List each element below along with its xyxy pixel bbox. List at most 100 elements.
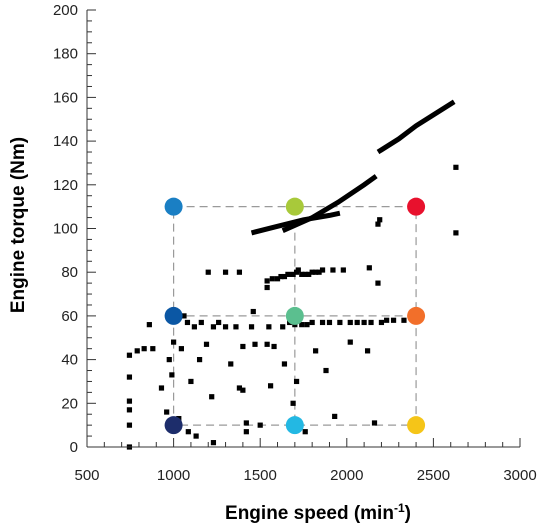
operating-point xyxy=(366,265,372,271)
x-axis-title-superscript: -1 xyxy=(394,501,405,515)
y-tick-label: 120 xyxy=(53,177,78,194)
operating-point xyxy=(196,357,203,363)
operating-point xyxy=(281,273,288,280)
operating-point xyxy=(222,324,229,330)
operating-curve-3 xyxy=(376,99,456,155)
test-point-marker xyxy=(285,197,304,216)
operating-point xyxy=(368,319,374,326)
operating-point xyxy=(326,319,333,326)
operating-point xyxy=(146,322,152,328)
operating-point xyxy=(316,269,322,275)
operating-point xyxy=(293,378,300,385)
operating-point xyxy=(453,230,459,236)
operating-point xyxy=(181,313,187,319)
y-tick-label: 40 xyxy=(61,352,78,369)
operating-point xyxy=(266,324,272,330)
operating-point xyxy=(264,278,270,284)
operating-point xyxy=(264,341,270,347)
operating-point xyxy=(210,440,217,446)
test-point-marker xyxy=(285,416,304,435)
operating-point xyxy=(188,378,194,385)
x-tick-label: 500 xyxy=(74,467,99,484)
y-tick-label: 140 xyxy=(53,133,78,150)
y-tick-label: 80 xyxy=(61,264,78,281)
operating-point xyxy=(285,271,291,277)
y-tick-label: 200 xyxy=(53,2,78,19)
x-tick-label: 1000 xyxy=(157,467,190,484)
operating-point xyxy=(306,271,312,277)
operating-point xyxy=(375,280,381,286)
test-point-marker xyxy=(164,306,183,325)
y-tick-label: 160 xyxy=(53,89,78,106)
operating-point xyxy=(236,385,243,391)
operating-point xyxy=(198,319,204,326)
operating-point xyxy=(134,348,140,354)
operating-point xyxy=(203,341,210,347)
operating-point xyxy=(364,348,371,354)
operating-point xyxy=(280,324,286,330)
operating-point xyxy=(313,348,319,354)
y-tick-label: 60 xyxy=(61,308,78,325)
x-tick-label: 2000 xyxy=(330,467,363,484)
operating-point xyxy=(250,308,256,315)
operating-point xyxy=(150,346,156,352)
y-axis-title: Engine torque (Nm) xyxy=(8,137,29,313)
y-tick-label: 180 xyxy=(53,46,78,63)
operating-point xyxy=(378,319,385,326)
operating-point xyxy=(210,324,217,330)
operating-point xyxy=(158,385,165,391)
operating-point xyxy=(248,324,255,330)
operating-point xyxy=(302,271,308,277)
operating-point xyxy=(453,164,459,170)
operating-point xyxy=(340,267,346,273)
test-point-marker xyxy=(164,197,183,216)
test-point-marker xyxy=(407,306,426,325)
x-tick-label: 1500 xyxy=(244,467,277,484)
operating-point xyxy=(309,319,315,326)
x-axis-title: Engine speed (min-1) xyxy=(225,501,411,524)
operating-point xyxy=(257,422,263,428)
operating-point xyxy=(290,271,296,277)
y-tick-label: 0 xyxy=(70,439,78,456)
axes-layer: 500 1000 1500 2000 2500 3000 0 20 40 60 80 100 120 14… xyxy=(53,2,537,484)
test-point-marker xyxy=(407,197,426,216)
operating-point xyxy=(274,276,281,282)
operating-point xyxy=(243,429,249,435)
operating-point xyxy=(243,420,249,426)
operating-point xyxy=(126,352,133,358)
operating-point xyxy=(178,346,184,352)
operating-curve-2 xyxy=(281,174,378,233)
test-points-layer xyxy=(164,197,426,435)
operating-point xyxy=(216,319,222,326)
operating-point xyxy=(267,383,274,389)
operating-point xyxy=(233,324,239,330)
operating-point xyxy=(323,367,329,374)
operating-point xyxy=(236,269,243,275)
operating-point xyxy=(375,221,381,227)
operating-point xyxy=(347,339,353,345)
operating-point xyxy=(354,319,360,326)
operating-point xyxy=(299,271,305,277)
operating-point xyxy=(209,394,215,400)
operating-point xyxy=(299,322,305,328)
operating-point xyxy=(193,433,199,439)
operating-point xyxy=(191,324,197,330)
operating-point xyxy=(166,357,172,363)
operating-point xyxy=(295,267,301,273)
test-point-marker xyxy=(285,306,304,325)
operating-point xyxy=(222,269,229,275)
operating-point xyxy=(205,269,211,275)
operating-point xyxy=(319,319,326,326)
operating-point xyxy=(361,319,367,326)
operating-point xyxy=(319,267,326,273)
x-tick-label: 3000 xyxy=(503,467,536,484)
operating-point xyxy=(330,267,336,273)
operating-point xyxy=(126,407,133,413)
operating-point xyxy=(371,420,378,426)
test-point-marker xyxy=(164,416,183,435)
operating-point xyxy=(390,317,397,323)
operating-point xyxy=(384,317,390,323)
operating-point xyxy=(304,322,310,328)
operating-point xyxy=(171,339,177,345)
